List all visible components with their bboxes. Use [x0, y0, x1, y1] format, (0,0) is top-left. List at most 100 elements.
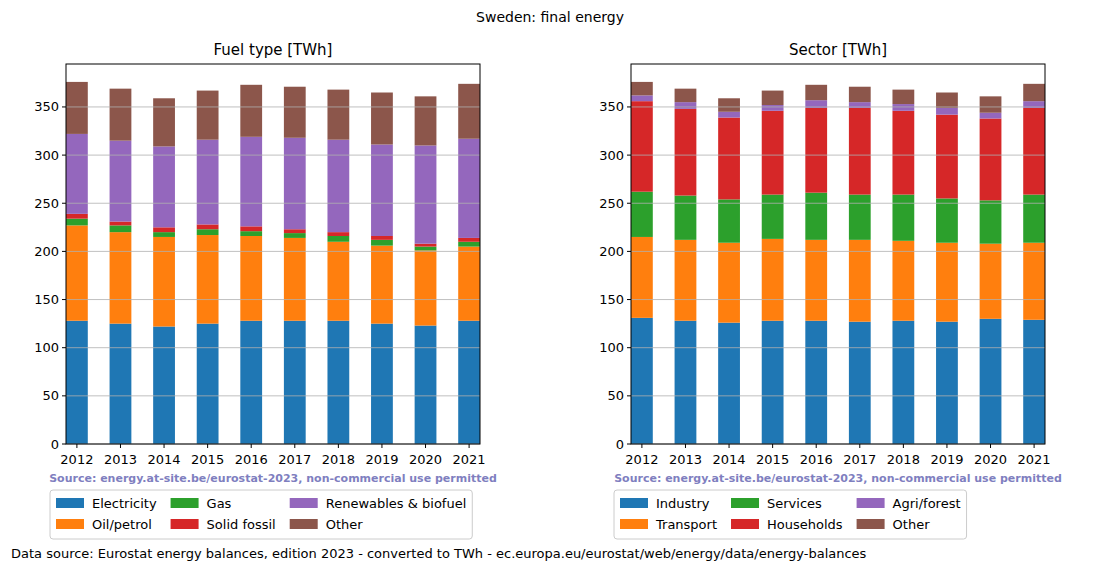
x-tick — [164, 444, 165, 448]
bar — [718, 199, 740, 242]
y-tick — [62, 299, 66, 300]
bar — [762, 195, 784, 239]
legend-swatch — [857, 519, 885, 529]
bar — [284, 238, 306, 321]
bar — [66, 219, 88, 226]
bar — [936, 322, 958, 444]
legend-swatch — [857, 498, 885, 508]
bar — [284, 87, 306, 138]
x-tick — [816, 444, 817, 448]
bar — [458, 139, 480, 238]
x-tick-label: 2013 — [104, 452, 137, 467]
chart-title: Sector [TWh] — [789, 41, 887, 59]
bar — [110, 232, 132, 323]
chart: Fuel type [TWh]0501001502002503003502012… — [34, 41, 497, 539]
bar — [240, 236, 262, 321]
bar — [110, 225, 132, 232]
bar — [415, 247, 437, 251]
y-tick — [62, 251, 66, 252]
bars — [631, 82, 1045, 444]
bar — [371, 240, 393, 246]
bar — [197, 91, 219, 140]
bar — [675, 196, 697, 240]
footer: Data source: Eurostat energy balances, e… — [11, 546, 867, 561]
grid-line — [66, 203, 480, 204]
bar — [1023, 195, 1045, 243]
grid-line — [66, 299, 480, 300]
y-tick-label: 0 — [616, 437, 624, 452]
x-tick — [1034, 444, 1035, 448]
bar — [718, 243, 740, 323]
bar — [631, 95, 653, 101]
bar — [458, 321, 480, 444]
bar — [240, 137, 262, 227]
x-tick — [425, 444, 426, 448]
bar — [240, 231, 262, 236]
bar — [371, 145, 393, 236]
bar — [197, 224, 219, 229]
bar — [849, 195, 871, 240]
bar — [980, 319, 1002, 444]
bar — [110, 222, 132, 226]
bar — [762, 91, 784, 105]
x-tick — [76, 444, 77, 448]
bar — [197, 324, 219, 444]
grid-line — [631, 251, 1045, 252]
y-tick-label: 0 — [51, 437, 59, 452]
bar — [371, 324, 393, 444]
x-tick-label: 2020 — [974, 452, 1007, 467]
legend-label: Transport — [655, 517, 717, 532]
bar — [153, 237, 175, 327]
grid-line — [631, 155, 1045, 156]
x-tick-label: 2021 — [1018, 452, 1051, 467]
bar — [805, 193, 827, 240]
bar — [936, 93, 958, 108]
bar — [415, 244, 437, 247]
legend-swatch — [620, 519, 648, 529]
bar — [110, 141, 132, 222]
legend-swatch — [731, 519, 759, 529]
x-tick-label: 2017 — [278, 452, 311, 467]
y-tick — [62, 155, 66, 156]
grid-line — [631, 395, 1045, 396]
grid-line — [66, 347, 480, 348]
bar — [458, 238, 480, 242]
bar — [892, 195, 914, 241]
y-tick-label: 200 — [34, 244, 59, 259]
x-tick-label: 2014 — [148, 452, 181, 467]
figure: Sweden: final energyData source: Eurosta… — [0, 0, 1100, 572]
grid-line — [631, 203, 1045, 204]
bar — [66, 321, 88, 444]
bar — [284, 321, 306, 444]
bar — [153, 146, 175, 227]
grid-line — [631, 299, 1045, 300]
bar — [1023, 108, 1045, 195]
legend-swatch — [290, 519, 318, 529]
bar — [675, 89, 697, 102]
legend-label: Electricity — [92, 496, 157, 511]
y-tick — [62, 395, 66, 396]
y-tick-label: 50 — [607, 388, 624, 403]
legend-frame — [50, 490, 472, 539]
legend-frame — [614, 490, 967, 539]
bar — [240, 321, 262, 444]
legend-label: Gas — [207, 496, 232, 511]
legend: ElectricityOil/petrolGasSolid fossilRene… — [50, 490, 472, 539]
bar — [718, 98, 740, 111]
source-note: Source: energy.at-site.be/eurostat-2023,… — [49, 472, 497, 485]
x-tick — [685, 444, 686, 448]
y-tick — [627, 155, 631, 156]
x-tick-label: 2021 — [453, 452, 486, 467]
x-tick-label: 2015 — [756, 452, 789, 467]
y-tick-label: 50 — [42, 388, 59, 403]
x-tick — [207, 444, 208, 448]
bar — [327, 321, 349, 444]
bar — [980, 113, 1002, 119]
bar — [284, 229, 306, 233]
bar — [1023, 320, 1045, 444]
y-tick-label: 150 — [599, 292, 624, 307]
x-tick — [641, 444, 642, 448]
legend-label: Solid fossil — [207, 517, 276, 532]
y-tick — [627, 444, 631, 445]
bar — [327, 232, 349, 236]
